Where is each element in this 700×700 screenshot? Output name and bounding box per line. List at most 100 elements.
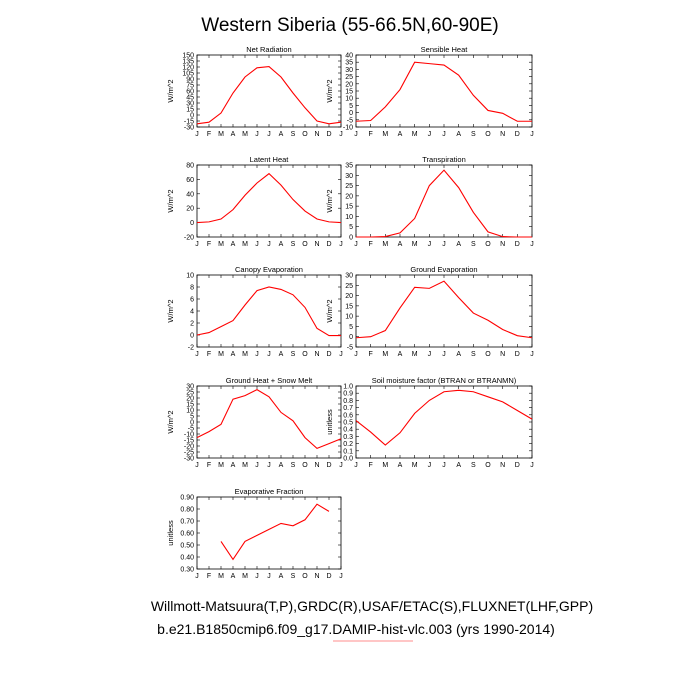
series-line bbox=[355, 280, 533, 339]
series-line bbox=[196, 66, 342, 125]
y-tick-label: -20 bbox=[184, 235, 194, 242]
x-tick-label: J bbox=[530, 131, 534, 138]
x-tick-label: S bbox=[471, 462, 476, 469]
y-tick-label: 25 bbox=[345, 283, 353, 290]
plot-frame bbox=[355, 274, 533, 348]
y-tick-label: 35 bbox=[345, 163, 353, 170]
x-tick-label: J bbox=[255, 351, 259, 358]
x-tick-label: N bbox=[500, 462, 505, 469]
y-tick-label: 0 bbox=[190, 113, 194, 120]
x-tick-label: J bbox=[428, 131, 432, 138]
panel-title: Transpiration bbox=[422, 155, 466, 164]
x-tick-label: O bbox=[485, 462, 491, 469]
y-axis-label: W/m^2 bbox=[325, 189, 334, 212]
y-tick-label: 10 bbox=[345, 96, 353, 103]
y-tick-label: 0.60 bbox=[180, 531, 194, 538]
y-tick-label: 0.40 bbox=[180, 555, 194, 562]
x-tick-label: M bbox=[382, 131, 388, 138]
y-tick-label: 0.30 bbox=[180, 567, 194, 574]
y-tick-label: 20 bbox=[345, 193, 353, 200]
x-tick-label: O bbox=[302, 351, 308, 358]
x-tick-label: M bbox=[412, 351, 418, 358]
x-tick-label: O bbox=[302, 131, 308, 138]
y-tick-label: 0.90 bbox=[180, 495, 194, 502]
x-tick-label: J bbox=[339, 351, 343, 358]
y-tick-label: 150 bbox=[182, 53, 194, 60]
x-tick-label: J bbox=[442, 131, 446, 138]
y-axis-label: unitless bbox=[325, 409, 334, 435]
series-line bbox=[355, 389, 533, 446]
x-tick-label: N bbox=[314, 573, 319, 580]
x-tick-label: D bbox=[515, 351, 520, 358]
panels: Net Radiation-30-15015304560759010512013… bbox=[166, 45, 534, 580]
x-tick-label: M bbox=[242, 351, 248, 358]
x-tick-label: O bbox=[302, 462, 308, 469]
x-tick-label: A bbox=[456, 462, 461, 469]
x-tick-label: J bbox=[442, 462, 446, 469]
x-tick-label: J bbox=[255, 131, 259, 138]
x-tick-label: A bbox=[279, 462, 284, 469]
x-tick-label: J bbox=[428, 241, 432, 248]
x-tick-label: A bbox=[231, 131, 236, 138]
x-tick-label: A bbox=[279, 241, 284, 248]
x-tick-label: D bbox=[326, 573, 331, 580]
y-tick-label: 0.7 bbox=[343, 405, 353, 412]
y-tick-label: 0.80 bbox=[180, 507, 194, 514]
x-tick-label: S bbox=[471, 351, 476, 358]
y-axis-label: W/m^2 bbox=[166, 410, 175, 433]
x-tick-label: M bbox=[382, 241, 388, 248]
y-tick-label: -25 bbox=[184, 450, 194, 457]
x-tick-label: A bbox=[456, 241, 461, 248]
y-tick-label: 5 bbox=[349, 224, 353, 231]
x-tick-label: A bbox=[231, 241, 236, 248]
x-tick-label: J bbox=[354, 462, 358, 469]
x-tick-label: J bbox=[255, 462, 259, 469]
x-tick-label: F bbox=[369, 131, 373, 138]
x-tick-label: F bbox=[207, 573, 211, 580]
x-tick-label: A bbox=[398, 351, 403, 358]
series-line bbox=[356, 169, 532, 238]
series-line bbox=[196, 388, 342, 450]
x-tick-label: M bbox=[218, 241, 224, 248]
x-tick-label: O bbox=[302, 241, 308, 248]
x-tick-label: J bbox=[530, 241, 534, 248]
x-tick-label: J bbox=[442, 351, 446, 358]
y-tick-label: 25 bbox=[345, 183, 353, 190]
panel-title: Evaporative Fraction bbox=[235, 487, 304, 496]
y-tick-label: -15 bbox=[184, 438, 194, 445]
x-tick-label: M bbox=[412, 241, 418, 248]
y-tick-label: 35 bbox=[345, 60, 353, 67]
x-tick-label: J bbox=[195, 241, 199, 248]
y-tick-label: 40 bbox=[345, 53, 353, 60]
series-line bbox=[355, 61, 532, 122]
x-tick-label: M bbox=[412, 131, 418, 138]
panel-title: Ground Evaporation bbox=[410, 265, 477, 274]
x-tick-label: J bbox=[267, 241, 271, 248]
panel-title: Net Radiation bbox=[246, 45, 291, 54]
x-tick-label: J bbox=[339, 573, 343, 580]
plot-frame bbox=[196, 496, 342, 570]
x-tick-label: D bbox=[515, 131, 520, 138]
y-tick-label: 10 bbox=[186, 273, 194, 280]
y-tick-label: 0.1 bbox=[343, 448, 353, 455]
panel-title: Latent Heat bbox=[250, 155, 290, 164]
y-tick-label: 1.0 bbox=[343, 384, 353, 391]
panel-1: Net Radiation -30-15015304560759010512013… bbox=[166, 45, 343, 138]
y-tick-label: 4 bbox=[190, 309, 194, 316]
y-tick-label: 0.2 bbox=[343, 441, 353, 448]
y-tick-label: 120 bbox=[182, 65, 194, 72]
x-tick-label: A bbox=[398, 131, 403, 138]
panel-8: Soil moisture factor (BTRAN or BTRANMN) 0… bbox=[325, 376, 534, 469]
y-tick-label: 0.9 bbox=[343, 391, 353, 398]
y-tick-label: 0 bbox=[190, 220, 194, 227]
y-tick-label: 10 bbox=[345, 314, 353, 321]
y-tick-label: 30 bbox=[345, 173, 353, 180]
y-tick-label: 0.6 bbox=[343, 412, 353, 419]
x-tick-label: N bbox=[314, 131, 319, 138]
x-tick-label: S bbox=[291, 241, 296, 248]
x-tick-label: S bbox=[291, 131, 296, 138]
y-tick-label: -5 bbox=[347, 117, 353, 124]
panel-title: Soil moisture factor (BTRAN or BTRANMN) bbox=[372, 376, 517, 385]
